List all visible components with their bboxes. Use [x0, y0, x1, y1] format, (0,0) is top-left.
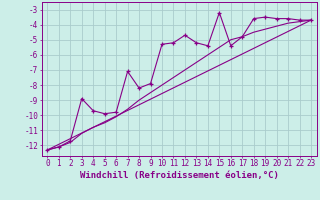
X-axis label: Windchill (Refroidissement éolien,°C): Windchill (Refroidissement éolien,°C)	[80, 171, 279, 180]
